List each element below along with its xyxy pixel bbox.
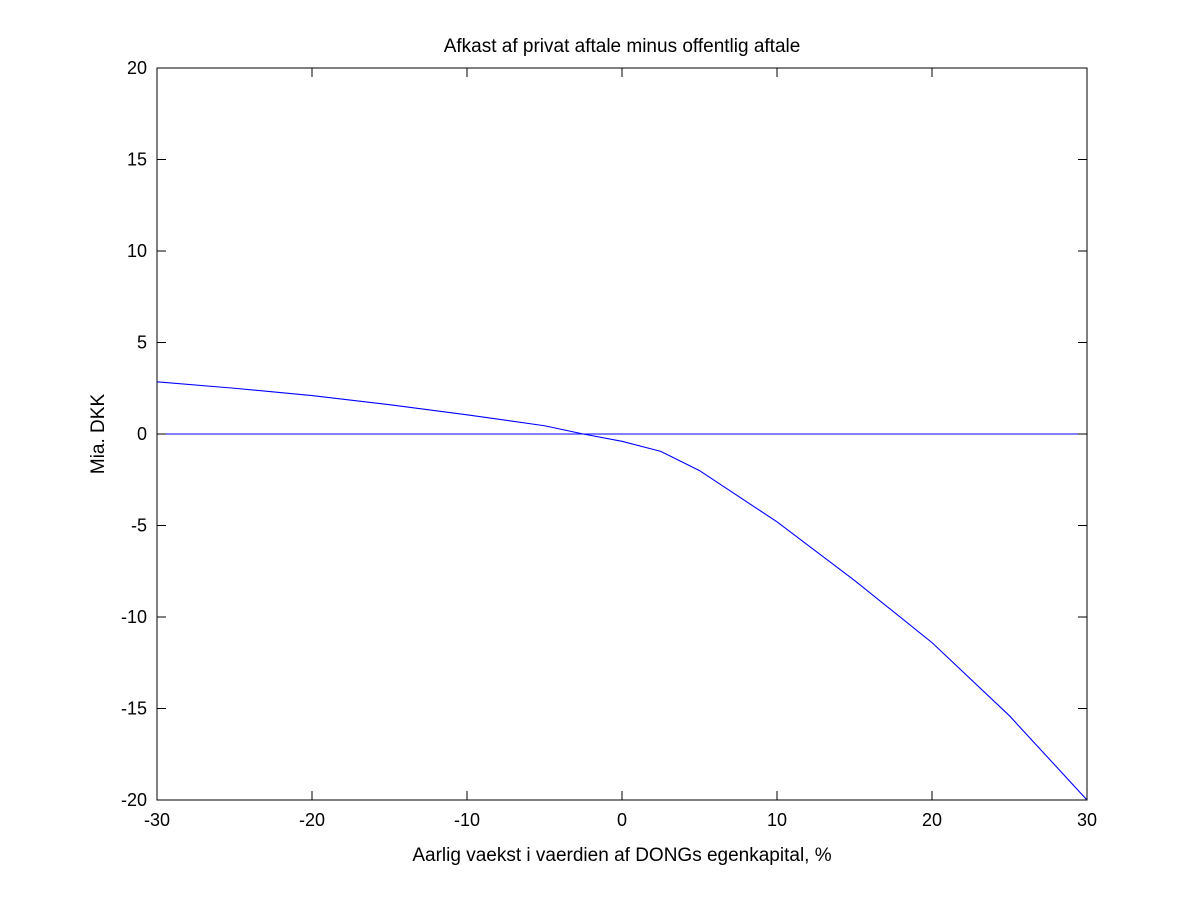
- x-tick-label: 10: [767, 810, 787, 830]
- x-tick-label: 30: [1077, 810, 1097, 830]
- x-axis-label: Aarlig vaekst i vaerdien af DONGs egenka…: [412, 845, 831, 866]
- x-tick-label: 0: [617, 810, 627, 830]
- y-tick-label: -5: [131, 516, 147, 536]
- series-line-1: [156, 381, 1088, 801]
- y-tick-label: 20: [127, 58, 147, 78]
- x-tick-label: -20: [299, 810, 325, 830]
- x-tick-label: -10: [454, 810, 480, 830]
- y-axis-label: Mia. DKK: [88, 394, 109, 475]
- y-tick-label: 15: [127, 150, 147, 170]
- y-tick-label: 5: [137, 333, 147, 353]
- y-tick-label: -15: [121, 699, 147, 719]
- y-tick-label: -10: [121, 607, 147, 627]
- chart-title: Afkast af privat aftale minus offentlig …: [444, 36, 801, 57]
- x-tick-label: -30: [144, 810, 170, 830]
- y-tick-label: 10: [127, 241, 147, 261]
- y-tick-label: 0: [137, 424, 147, 444]
- y-tick-label: -20: [121, 790, 147, 810]
- x-tick-label: 20: [922, 810, 942, 830]
